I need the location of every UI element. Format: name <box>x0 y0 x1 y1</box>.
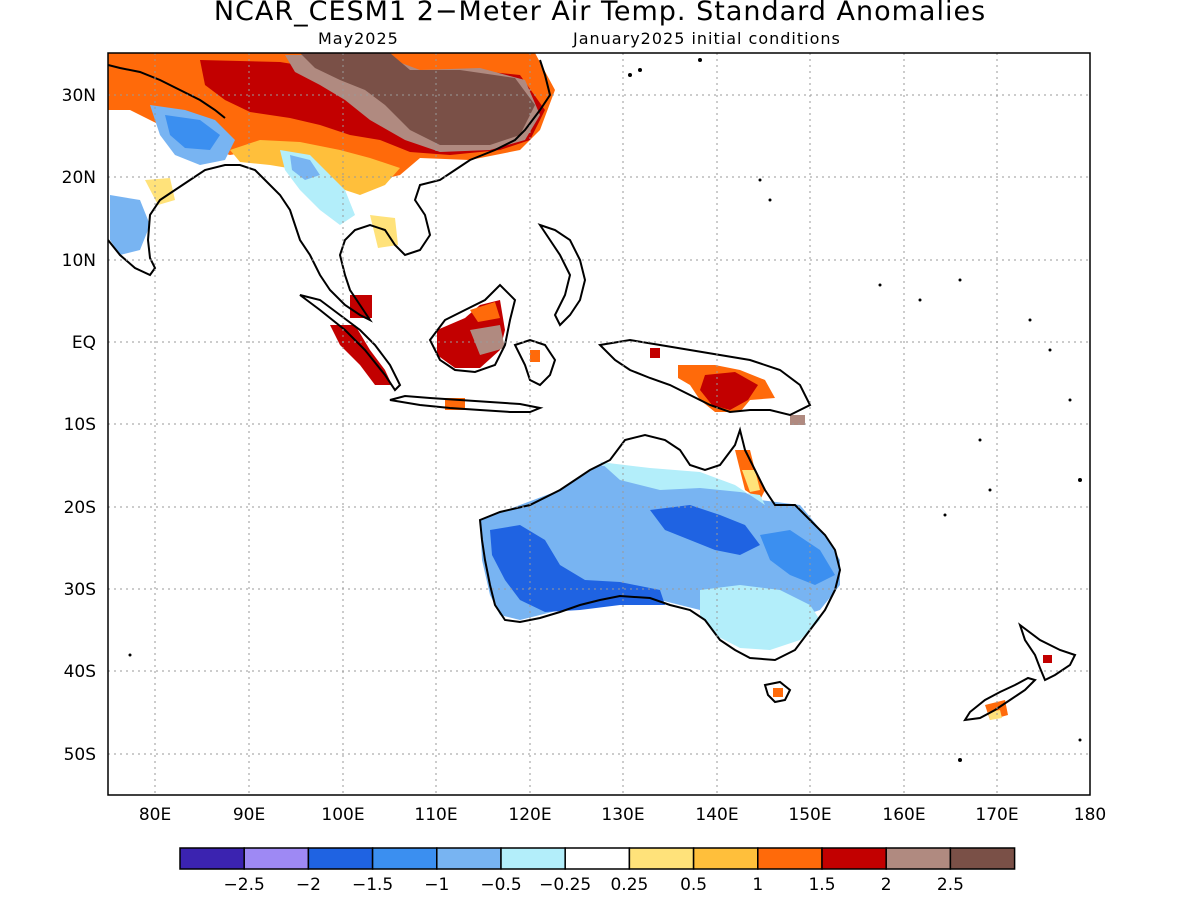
anomaly-patch-brown <box>300 53 535 145</box>
valid-month: May2025 <box>318 29 399 48</box>
lon-label: 140E <box>695 805 738 825</box>
anomaly-patch-cyan <box>600 462 765 505</box>
lat-label: 20S <box>64 498 96 518</box>
anomaly-patch-cyan <box>700 585 820 650</box>
anomaly-patch-taupe <box>790 415 805 425</box>
lon-label: 80E <box>139 805 171 825</box>
colorbar-swatch <box>885 847 952 870</box>
lat-label: 20N <box>62 168 96 188</box>
colorbar-label: 0.25 <box>610 875 648 895</box>
colorbar-label: −0.25 <box>539 875 591 895</box>
lat-label: EQ <box>72 333 96 353</box>
lon-label: 180 <box>1074 805 1106 825</box>
colorbar-swatch <box>628 847 695 870</box>
colorbar: −2.5 −2 −1.5 −1 −0.5 −0.25 0.25 0.5 1 1.5 2 2.5 <box>179 847 1016 895</box>
colorbar-label: 2 <box>881 875 892 895</box>
colorbar-swatch <box>949 847 1016 870</box>
lat-label: 30S <box>64 580 96 600</box>
lat-label: 50S <box>64 745 96 765</box>
anomaly-patch-red <box>330 325 392 385</box>
initial-conditions: January2025 initial conditions <box>573 29 841 48</box>
colorbar-label: 1 <box>752 875 763 895</box>
colorbar-swatch <box>179 847 245 870</box>
colorbar-label: −2.5 <box>224 875 265 895</box>
latitude-axis: 30N 20N 10N EQ 10S 20S 30S 40S 50S <box>62 86 96 765</box>
colorbar-swatch <box>564 847 631 870</box>
anomaly-patch-blue <box>760 530 835 585</box>
lat-label: 10S <box>64 415 96 435</box>
longitude-axis: 80E 90E 100E 110E 120E 130E 140E 150E 16… <box>139 805 1106 825</box>
colorbar-swatch <box>692 847 759 870</box>
map-title: NCAR_CESM1 2−Meter Air Temp. Standard An… <box>213 0 987 27</box>
colorbar-label: −1 <box>424 875 449 895</box>
lon-label: 90E <box>233 805 265 825</box>
colorbar-label: 0.5 <box>680 875 707 895</box>
lat-label: 40S <box>64 662 96 682</box>
anomaly-patch-taupe <box>470 325 505 355</box>
islands <box>128 58 1082 762</box>
lat-label: 10N <box>62 251 96 271</box>
colorbar-swatch <box>371 847 438 870</box>
anomaly-patch-orange <box>773 688 783 697</box>
anomaly-field <box>108 53 1052 720</box>
anomaly-patch-yellow <box>145 178 175 205</box>
anomaly-patch-lightblue <box>290 155 320 180</box>
colorbar-swatch <box>243 847 310 870</box>
anomaly-patch-orange <box>470 302 500 322</box>
anomaly-patch-red <box>1043 655 1052 663</box>
lon-label: 120E <box>508 805 551 825</box>
anomaly-patch-yellow <box>742 470 760 492</box>
map-frame <box>107 52 1091 796</box>
lat-label: 30N <box>62 86 96 106</box>
anomaly-patch-red <box>650 348 660 358</box>
colorbar-swatch <box>500 847 566 870</box>
colorbar-swatch <box>821 847 887 870</box>
lon-label: 110E <box>414 805 457 825</box>
colorbar-swatch <box>757 847 823 870</box>
colorbar-swatch <box>307 847 374 870</box>
lon-label: 160E <box>882 805 925 825</box>
anomaly-patch-lightblue <box>110 195 150 255</box>
colorbar-label: −0.5 <box>480 875 521 895</box>
lon-label: 100E <box>321 805 364 825</box>
lon-label: 170E <box>975 805 1018 825</box>
lon-label: 130E <box>601 805 644 825</box>
colorbar-label: −2 <box>296 875 321 895</box>
colorbar-swatch <box>436 847 502 870</box>
gridlines <box>108 53 1090 795</box>
colorbar-label: −1.5 <box>352 875 393 895</box>
colorbar-label: 1.5 <box>808 875 835 895</box>
lon-label: 150E <box>788 805 831 825</box>
coastlines <box>108 59 1077 722</box>
anomaly-patch-orange <box>530 350 540 362</box>
anomaly-patch-blue <box>650 505 760 555</box>
anomaly-patch-red <box>700 372 758 410</box>
colorbar-label: 2.5 <box>937 875 964 895</box>
anomaly-patch-blue <box>490 525 665 612</box>
anomaly-patch-blue <box>165 115 220 150</box>
